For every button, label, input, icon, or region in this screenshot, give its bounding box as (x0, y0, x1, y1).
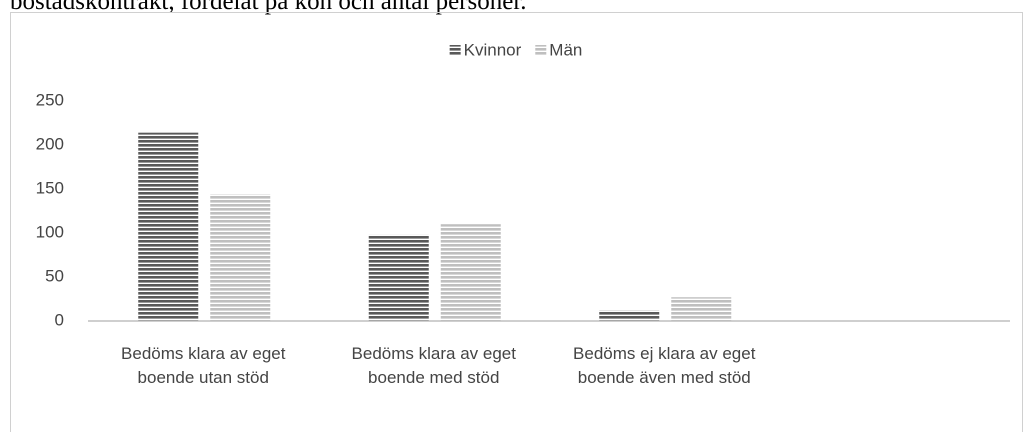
legend-item: Kvinnor (449, 40, 522, 59)
y-tick-label: 150 (36, 178, 64, 197)
x-tick-label: Bedöms klara av eget boende utan stöd (121, 344, 286, 387)
chart-border (10, 12, 1023, 432)
legend-item: Män (535, 40, 582, 59)
y-tick-label: 250 (36, 90, 64, 109)
bar (671, 297, 732, 321)
legend-swatch (449, 45, 461, 56)
caption: bostadskontrakt, fördelat på kön och ant… (10, 0, 527, 15)
y-tick-label: 0 (55, 310, 64, 329)
bar (138, 132, 199, 321)
y-tick-label: 200 (36, 134, 64, 153)
legend-swatch (535, 45, 547, 56)
x-tick-label: Bedöms ej klara av eget boende även med … (573, 344, 756, 387)
legend: Kvinnor Män (449, 40, 582, 59)
legend-label: Män (549, 40, 582, 59)
y-tick-label: 50 (45, 266, 64, 285)
legend-label: Kvinnor (464, 40, 522, 59)
y-tick-label: 100 (36, 222, 64, 241)
bar (368, 234, 429, 321)
x-tick-label: Bedöms klara av eget boende med stöd (351, 344, 516, 387)
bar (210, 194, 271, 321)
bar (599, 310, 660, 321)
bar (440, 224, 501, 321)
